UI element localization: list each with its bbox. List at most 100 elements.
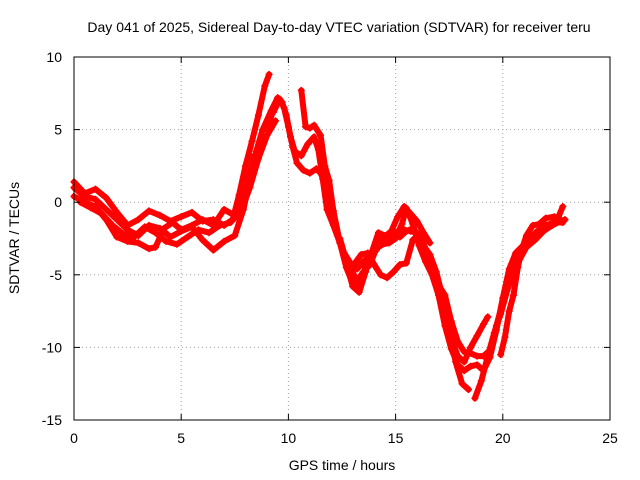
- series-track-4: [76, 117, 280, 248]
- data-point: [141, 223, 149, 231]
- data-point: [400, 203, 408, 211]
- data-point: [166, 233, 174, 241]
- x-axis-label: GPS time / hours: [289, 457, 396, 473]
- data-point: [124, 237, 132, 245]
- data-point: [422, 245, 430, 253]
- y-tick-label: 10: [46, 49, 62, 65]
- data-point: [374, 229, 382, 237]
- data-point: [355, 288, 363, 296]
- data-point: [130, 233, 138, 241]
- data-point: [349, 282, 357, 290]
- data-point: [91, 195, 99, 203]
- data-point: [220, 205, 228, 213]
- data-point: [484, 313, 492, 321]
- data-point: [460, 367, 468, 375]
- series-trace: [71, 71, 273, 229]
- data-point: [162, 237, 170, 245]
- data-point: [284, 123, 292, 131]
- plot-frame: [73, 56, 611, 421]
- data-point: [400, 226, 408, 234]
- data-point: [353, 277, 361, 285]
- data-point: [289, 143, 297, 151]
- data-point: [102, 205, 110, 213]
- data-point: [540, 227, 548, 235]
- data-point: [501, 333, 509, 341]
- data-point: [227, 219, 235, 227]
- data-point: [394, 227, 402, 235]
- data-point: [310, 121, 318, 129]
- data-point: [387, 227, 395, 235]
- data-point: [372, 246, 380, 254]
- data-point: [263, 126, 271, 134]
- data-point: [484, 352, 492, 360]
- data-point: [402, 259, 410, 267]
- data-points: [70, 70, 569, 402]
- data-point: [480, 320, 488, 328]
- x-tick-label: 0: [70, 430, 78, 446]
- data-point: [514, 264, 522, 272]
- data-point: [119, 230, 127, 238]
- data-point: [113, 233, 121, 241]
- data-point: [407, 227, 415, 235]
- chart-title: Day 041 of 2025, Sidereal Day-to-day VTE…: [87, 19, 590, 35]
- data-point: [529, 221, 537, 229]
- data-point: [184, 233, 192, 241]
- data-point: [542, 214, 550, 222]
- data-point: [297, 86, 305, 94]
- data-point: [220, 237, 228, 245]
- data-point: [329, 207, 337, 215]
- data-point: [188, 221, 196, 229]
- data-point: [188, 208, 196, 216]
- data-point: [145, 207, 153, 215]
- data-point: [310, 133, 318, 141]
- data-point: [237, 207, 245, 215]
- data-point: [454, 352, 462, 360]
- data-point: [231, 232, 239, 240]
- data-point: [124, 226, 132, 234]
- data-point: [471, 394, 479, 402]
- data-point: [428, 262, 436, 270]
- data-point: [246, 184, 254, 192]
- data-point: [379, 235, 387, 242]
- data-point: [321, 162, 329, 170]
- data-point: [169, 219, 177, 227]
- data-point: [299, 166, 307, 174]
- x-tick-label: 5: [177, 430, 185, 446]
- data-point: [409, 220, 417, 228]
- y-tick-label: 0: [54, 194, 62, 210]
- data-point: [522, 232, 530, 240]
- data-point: [535, 220, 543, 228]
- data-point: [473, 352, 481, 360]
- data-point: [419, 229, 427, 237]
- data-point: [362, 268, 370, 276]
- data-point: [385, 239, 393, 247]
- data-point: [177, 213, 185, 221]
- data-point: [177, 226, 185, 234]
- data-point: [98, 210, 106, 218]
- data-point: [160, 224, 168, 232]
- data-point: [145, 245, 153, 253]
- data-point: [503, 287, 511, 295]
- data-point: [306, 169, 314, 177]
- data-point: [447, 335, 455, 343]
- data-point: [302, 123, 310, 131]
- data-point: [297, 152, 305, 160]
- x-tick-labels: 0 5 10 15 20 25: [70, 430, 618, 446]
- data-point: [265, 70, 273, 78]
- data-point: [477, 377, 485, 385]
- data-point: [87, 204, 95, 212]
- axis-ticks: [73, 56, 611, 421]
- data-point: [366, 250, 374, 258]
- data-point: [377, 271, 385, 279]
- data-point: [413, 217, 421, 225]
- data-point: [505, 307, 513, 315]
- data-point: [548, 221, 556, 229]
- x-tick-label: 15: [388, 430, 404, 446]
- data-point: [452, 358, 460, 366]
- data-point: [325, 176, 333, 184]
- data-point: [199, 236, 207, 244]
- data-point: [276, 95, 284, 103]
- data-point: [269, 108, 277, 116]
- data-point: [91, 185, 99, 193]
- series-track-11: [336, 203, 434, 273]
